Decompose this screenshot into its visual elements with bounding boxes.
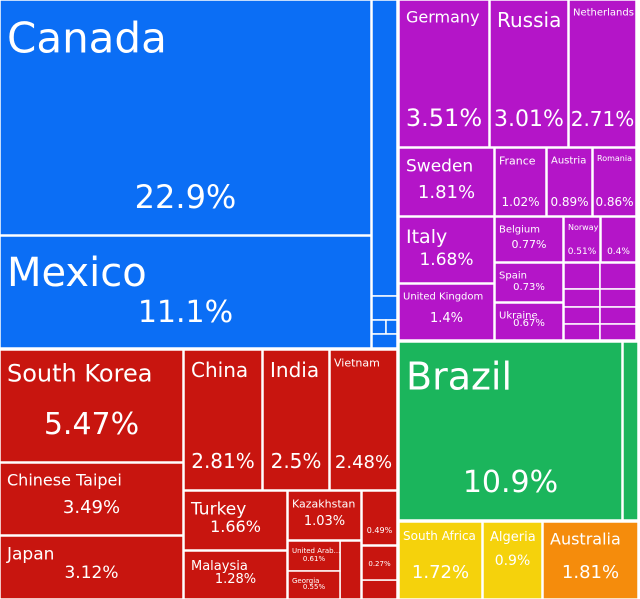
tile-name: Belgium xyxy=(499,225,540,236)
tile-name: South Korea xyxy=(7,360,152,388)
tile xyxy=(262,349,330,491)
tile-value: 3.01% xyxy=(494,107,564,132)
tile-name: Vietnam xyxy=(334,357,380,370)
tile-value: 0.55% xyxy=(303,583,326,591)
tile-name: Brazil xyxy=(406,355,512,399)
tile xyxy=(398,0,490,148)
tile xyxy=(600,216,637,263)
tile-name: Sweden xyxy=(406,157,473,177)
tile-name: South Africa xyxy=(403,529,476,543)
tile-value: 0.86% xyxy=(595,195,633,209)
tile-value: 2.71% xyxy=(571,107,635,131)
tile xyxy=(542,521,639,599)
tile-name: Algeria xyxy=(490,530,536,545)
tile xyxy=(361,490,398,546)
tile-name: Australia xyxy=(550,529,621,548)
tile xyxy=(183,490,288,551)
tile-value: 1.4% xyxy=(430,311,463,326)
tile-name: Mexico xyxy=(7,250,147,296)
tile-value: 11.1% xyxy=(138,295,233,330)
tile-value: 2.5% xyxy=(271,449,322,473)
tile-name: China xyxy=(191,358,248,382)
tile-value: 0.61% xyxy=(303,555,326,563)
tile-name: Turkey xyxy=(190,500,246,520)
tile xyxy=(0,0,372,236)
tile xyxy=(0,349,184,463)
decor xyxy=(339,0,639,599)
tile xyxy=(287,490,362,541)
tile xyxy=(494,147,547,217)
tile-value: 0.73% xyxy=(513,282,545,293)
tile-value: 0.9% xyxy=(495,553,531,569)
tile-name: Spain xyxy=(499,271,527,282)
tile xyxy=(183,349,263,491)
tile xyxy=(398,283,495,341)
tile-name: Malaysia xyxy=(191,559,248,574)
tile xyxy=(287,570,341,599)
tile-value: 3.12% xyxy=(64,563,118,583)
tile-name: Kazakhstan xyxy=(292,498,355,511)
tile-name: Romania xyxy=(597,154,632,163)
tile xyxy=(494,216,564,263)
tile-value: 0.49% xyxy=(367,526,393,535)
tile-name: United Arab... xyxy=(292,547,340,555)
tile-value: 1.03% xyxy=(304,514,345,529)
tile-value: 1.68% xyxy=(419,250,473,270)
tile-value: 22.9% xyxy=(135,178,237,216)
tile xyxy=(563,216,601,263)
tile-value: 3.49% xyxy=(63,497,120,518)
tile xyxy=(0,462,184,536)
tile-value: 1.72% xyxy=(412,562,469,583)
tile-value: 1.81% xyxy=(418,182,475,203)
tile xyxy=(361,545,398,581)
tile-value: 0.77% xyxy=(512,238,547,251)
tile-value: 1.02% xyxy=(501,195,539,209)
tile-value: 2.81% xyxy=(191,449,255,473)
tile xyxy=(183,550,288,599)
tile-value: 1.66% xyxy=(210,517,261,536)
tile-value: 0.4% xyxy=(607,247,630,257)
tile-name: Netherlands xyxy=(573,8,634,19)
tile xyxy=(494,262,564,303)
tile-name: Georgia xyxy=(292,577,319,585)
tile xyxy=(329,349,398,491)
tile xyxy=(546,147,593,217)
tile-name: Canada xyxy=(7,13,167,62)
tile-name: India xyxy=(270,358,319,382)
tile xyxy=(489,0,569,148)
tile xyxy=(398,216,495,284)
tile-name: Ukraine xyxy=(499,311,538,322)
tile-name: Russia xyxy=(497,8,561,32)
tile xyxy=(482,521,543,599)
tile-name: Austria xyxy=(551,156,586,167)
tile xyxy=(0,535,184,599)
tile xyxy=(398,521,483,599)
tile xyxy=(398,341,623,521)
tile-value: 0.27% xyxy=(368,560,391,568)
tile xyxy=(592,147,637,217)
tile xyxy=(0,235,372,349)
tile-name: United Kingdom xyxy=(403,292,483,303)
tile-name: France xyxy=(499,155,536,168)
tile-name: Italy xyxy=(406,226,447,248)
tile-value: 0.89% xyxy=(550,195,588,209)
tile-value: 0.51% xyxy=(568,247,597,257)
tile xyxy=(398,147,495,217)
tile-value: 1.28% xyxy=(215,572,256,587)
tile-value: 3.51% xyxy=(406,104,482,132)
tile-value: 5.47% xyxy=(44,407,139,442)
tile xyxy=(494,302,564,341)
tile-value: 0.67% xyxy=(513,318,545,329)
tile-name: Japan xyxy=(6,545,54,565)
tile-value: 1.81% xyxy=(562,562,619,583)
tile-name: Chinese Taipei xyxy=(7,470,122,489)
tile-value: 10.9% xyxy=(463,465,558,500)
tile-name: Norway xyxy=(568,223,599,232)
tile-value: 2.48% xyxy=(335,452,392,473)
tile-name: Germany xyxy=(406,7,480,26)
tile xyxy=(568,0,637,148)
tile xyxy=(287,540,341,572)
